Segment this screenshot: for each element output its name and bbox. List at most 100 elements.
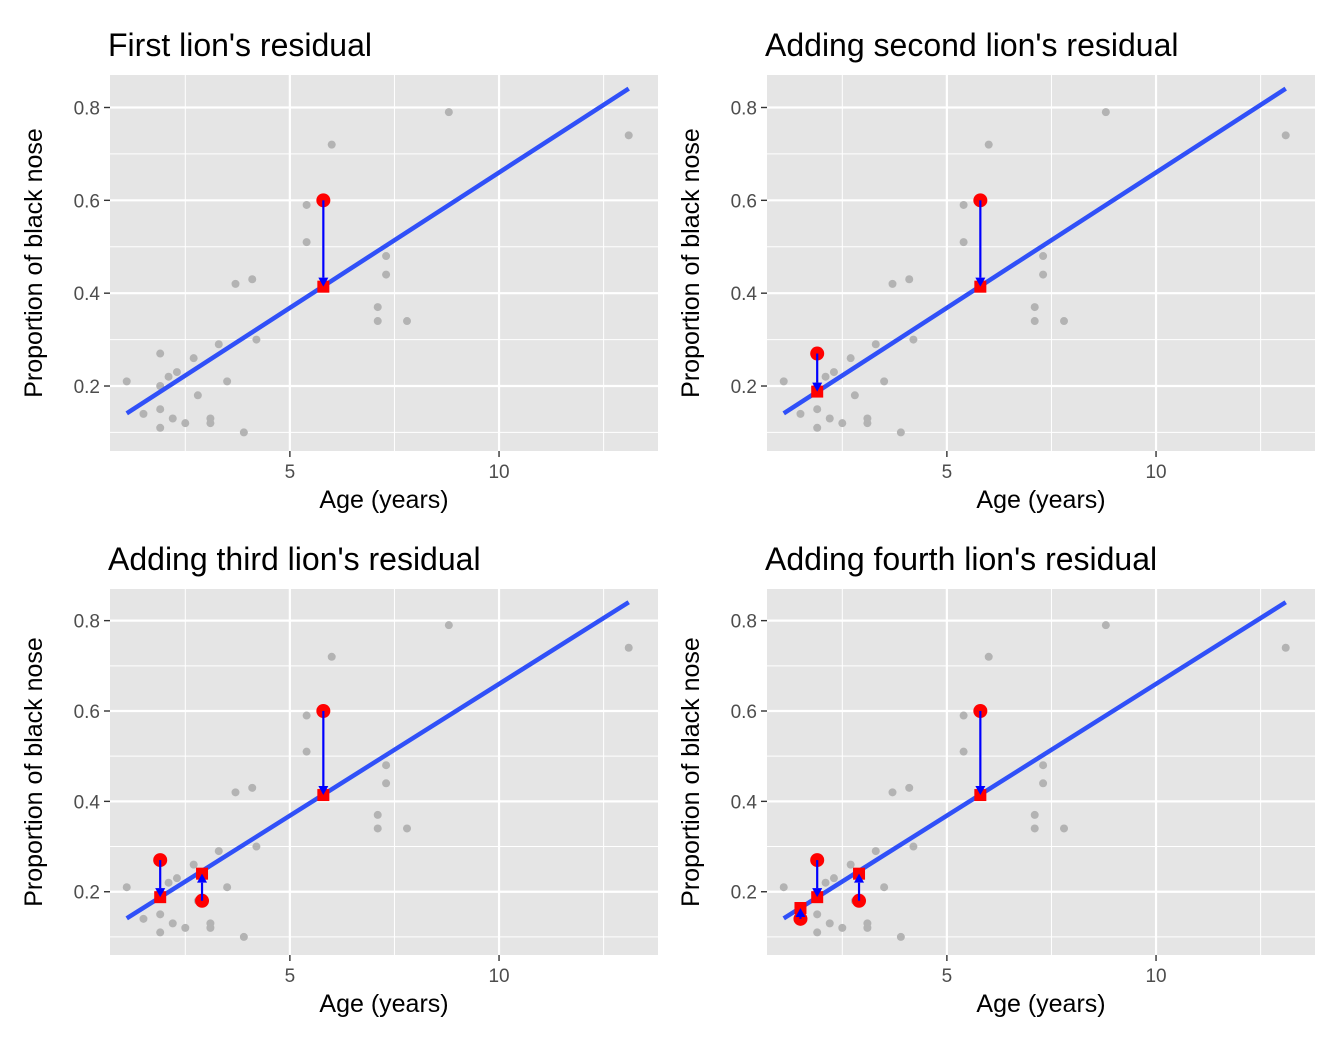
data-point <box>248 275 257 284</box>
residuals <box>793 704 988 926</box>
data-point <box>624 131 633 140</box>
y-tick-label: 0.2 <box>731 377 757 398</box>
panel-title: Adding fourth lion's residual <box>765 541 1157 577</box>
data-point <box>382 252 391 261</box>
data-point <box>327 652 336 661</box>
data-point <box>813 928 822 937</box>
data-point <box>813 423 822 432</box>
residuals <box>316 193 331 293</box>
data-point <box>373 824 382 833</box>
data-point <box>838 419 847 428</box>
residual-arrowhead <box>812 382 823 392</box>
data-point <box>1101 108 1110 117</box>
y-tick-label: 0.2 <box>74 377 100 398</box>
x-axis-title: Age (years) <box>976 990 1105 1018</box>
data-point <box>905 783 914 792</box>
data-point <box>1060 824 1069 833</box>
data-point <box>189 354 198 363</box>
data-point <box>172 874 181 883</box>
data-point <box>813 405 822 414</box>
data-point <box>871 847 880 856</box>
y-axis-title: Proportion of black nose <box>20 128 48 398</box>
x-tick-label: 5 <box>285 462 296 483</box>
panel-title: Adding second lion's residual <box>765 27 1178 63</box>
residual-arrowhead <box>854 873 865 883</box>
data-point <box>813 910 822 919</box>
data-point <box>122 883 131 892</box>
data-point <box>821 372 830 381</box>
data-point <box>444 621 453 630</box>
data-point <box>206 414 215 423</box>
data-point <box>1101 621 1110 630</box>
data-point <box>139 914 148 923</box>
data-point <box>164 878 173 887</box>
data-point <box>959 747 968 756</box>
plot-background <box>110 75 658 451</box>
plot-background <box>767 589 1315 955</box>
data-point <box>302 711 311 720</box>
data-point <box>248 783 257 792</box>
residual-arrowhead <box>155 888 166 898</box>
data-point <box>1030 303 1039 312</box>
panel-3: Adding third lion's residual 5 10 0.2 0.4 0.6… <box>20 541 658 1018</box>
y-tick-label: 0.8 <box>74 612 100 633</box>
data-point <box>1030 317 1039 326</box>
data-point <box>959 200 968 209</box>
panel-4: Adding fourth lion's residual 5 10 0.2 0.4 0.… <box>677 541 1315 1018</box>
data-point <box>880 377 889 386</box>
data-point <box>168 919 177 928</box>
data-point <box>156 928 165 937</box>
x-tick-label: 5 <box>942 462 953 483</box>
data-point <box>239 932 248 941</box>
y-tick-label: 0.8 <box>731 612 757 633</box>
data-point <box>1039 761 1048 770</box>
gridlines <box>767 589 1315 955</box>
axes: 5 10 0.2 0.4 0.6 0.8 <box>731 612 1167 987</box>
data-point <box>231 788 240 797</box>
data-point <box>850 391 859 400</box>
data-point <box>905 275 914 284</box>
y-tick-label: 0.8 <box>74 98 100 119</box>
data-point <box>223 377 232 386</box>
data-point <box>403 824 412 833</box>
residual-arrowhead <box>318 786 329 796</box>
data-point <box>880 883 889 892</box>
data-point <box>888 788 897 797</box>
panel-2: Adding second lion's residual 5 10 0.2 0.4 0.… <box>677 27 1315 514</box>
residual-arrowhead <box>197 873 208 883</box>
data-point <box>156 405 165 414</box>
panel-title: First lion's residual <box>108 27 372 63</box>
axes: 5 10 0.2 0.4 0.6 0.8 <box>74 98 510 483</box>
data-point <box>1281 643 1290 652</box>
y-tick-label: 0.4 <box>74 284 101 305</box>
y-tick-label: 0.4 <box>74 792 101 813</box>
x-tick-label: 10 <box>1145 966 1166 987</box>
data-point <box>829 874 838 883</box>
regression-line <box>125 600 630 921</box>
plot-background <box>767 75 1315 451</box>
residual-arrowhead <box>812 888 823 898</box>
data-point <box>959 238 968 247</box>
data-point <box>164 372 173 381</box>
y-tick-label: 0.6 <box>731 702 757 723</box>
data-point <box>252 335 261 344</box>
x-axis-title: Age (years) <box>319 990 448 1018</box>
x-tick-label: 10 <box>488 966 509 987</box>
data-point <box>838 923 847 932</box>
x-tick-label: 10 <box>1145 462 1166 483</box>
regression-line <box>782 86 1287 416</box>
data-point <box>156 349 165 358</box>
data-points <box>779 108 1290 437</box>
y-tick-label: 0.4 <box>731 284 758 305</box>
data-point <box>624 643 633 652</box>
x-axis-title: Age (years) <box>976 486 1105 514</box>
data-point <box>846 354 855 363</box>
residual-arrowhead <box>795 908 806 918</box>
residual-arrowhead <box>975 786 986 796</box>
data-point <box>1039 252 1048 261</box>
data-point <box>139 409 148 418</box>
data-point <box>302 200 311 209</box>
data-point <box>302 747 311 756</box>
data-point <box>825 414 834 423</box>
